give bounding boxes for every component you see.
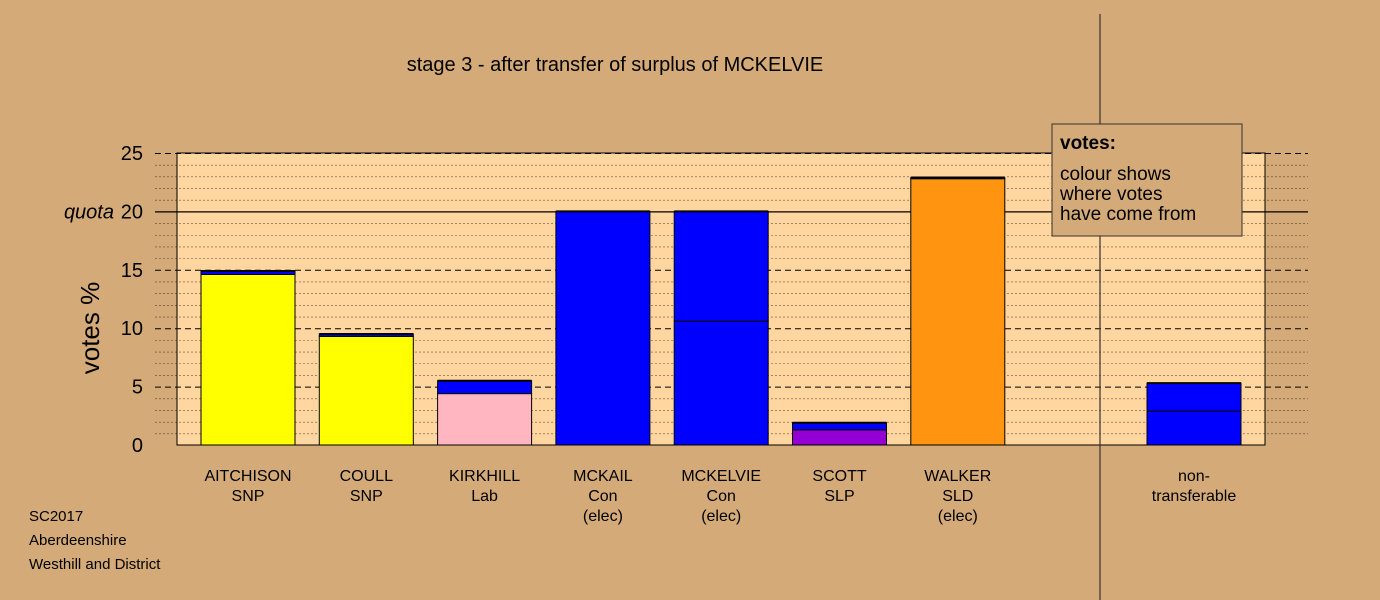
y-axis-label: votes %	[75, 282, 105, 375]
bar-segment	[1146, 410, 1242, 446]
bar-segment	[1146, 382, 1242, 412]
y-tick-label: 0	[132, 435, 143, 457]
legend: votes: colour shows where votes have com…	[1051, 123, 1243, 237]
legend-line: colour shows	[1060, 164, 1171, 185]
bar-segment	[200, 273, 296, 446]
category-label: Con	[707, 488, 736, 505]
chart-title: stage 3 - after transfer of surplus of M…	[407, 54, 823, 76]
footer-line: Aberdeenshire	[29, 532, 127, 549]
legend-title: votes:	[1060, 133, 1116, 154]
category-label: (elec)	[701, 508, 741, 525]
category-label: MCKELVIE	[681, 468, 761, 485]
footer: SC2017 Aberdeenshire Westhill and Distri…	[29, 508, 161, 573]
legend-line: have come from	[1060, 204, 1196, 225]
category-label: SNP	[350, 488, 383, 505]
category-label: transferable	[1152, 488, 1237, 505]
y-tick-label: 5	[132, 377, 143, 399]
y-tick-label: 15	[121, 260, 143, 282]
bar-segment	[673, 320, 769, 446]
y-tick-label: 25	[121, 143, 143, 165]
bar-segment	[437, 393, 533, 446]
bar-segment	[792, 422, 887, 431]
category-label: WALKER	[924, 468, 991, 485]
bar-segment	[318, 335, 414, 446]
quota-label: quota	[64, 201, 114, 223]
category-label: COULL	[340, 468, 393, 485]
legend-line: where votes	[1059, 184, 1162, 205]
category-label: SLP	[824, 488, 854, 505]
category-label: (elec)	[938, 508, 978, 525]
category-label: non-	[1178, 468, 1210, 485]
category-label: Con	[588, 488, 617, 505]
y-tick-label: 20	[121, 201, 143, 223]
category-label: SCOTT	[812, 468, 866, 485]
category-label: AITCHISON	[204, 468, 291, 485]
bar-segment	[910, 178, 1006, 446]
category-label: SNP	[232, 488, 265, 505]
category-label: (elec)	[583, 508, 623, 525]
bar-segment	[437, 380, 533, 395]
category-label: KIRKHILL	[449, 468, 520, 485]
legend-box	[1051, 123, 1243, 237]
footer-line: SC2017	[29, 508, 83, 525]
bar-segment	[792, 429, 887, 446]
footer-line: Westhill and District	[29, 556, 161, 573]
category-label: Lab	[471, 488, 498, 505]
bar-segment	[673, 210, 769, 322]
bar-segment	[555, 210, 651, 446]
category-label: MCKAIL	[573, 468, 633, 485]
category-label: SLD	[942, 488, 973, 505]
y-tick-label: 10	[121, 318, 143, 340]
